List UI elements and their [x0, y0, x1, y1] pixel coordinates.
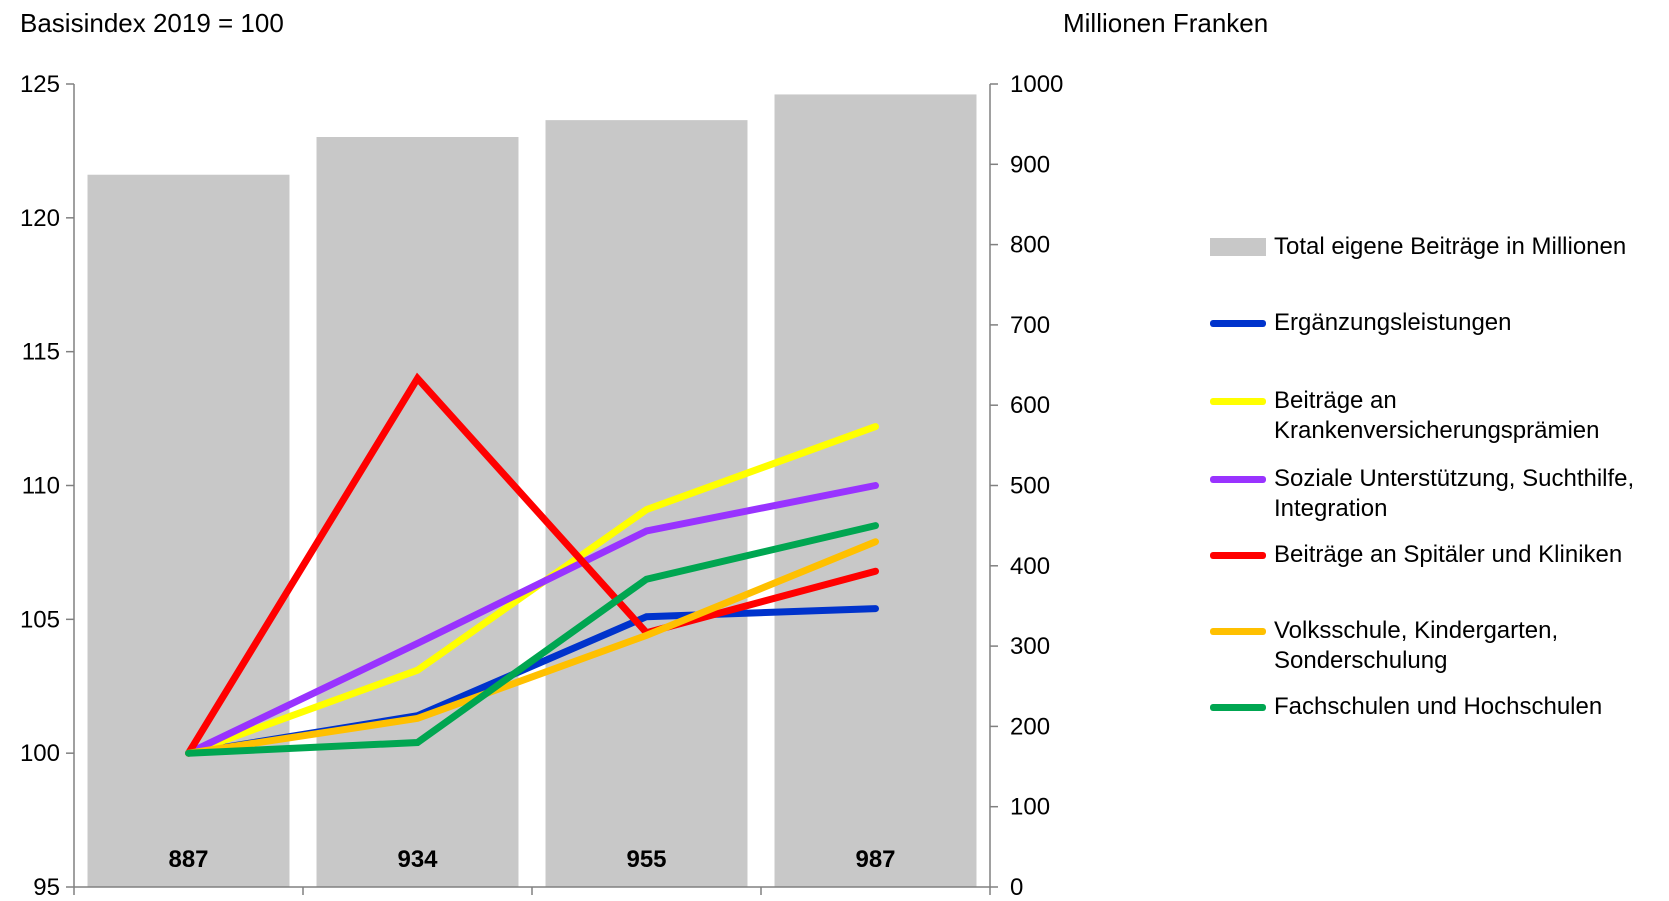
legend-label-volksschule: Volksschule, Kindergarten, Sonderschulun…: [1274, 617, 1559, 674]
legend-item-spitaeler: Beiträge an Spitäler und Kliniken: [1210, 540, 1664, 570]
right-tick-label: 0: [1010, 874, 1023, 901]
bar-2019: [87, 174, 290, 887]
legend-swatch-soziale-unterstuetzung: [1210, 476, 1266, 483]
bar-b-2022: [774, 94, 977, 887]
legend-swatch-total: [1210, 238, 1266, 256]
right-tick-label: 400: [1010, 553, 1050, 580]
left-tick-label: 110: [22, 473, 60, 500]
bar-value-label: 955: [626, 846, 666, 873]
legend-label-krankenversicherung: Beiträge an Krankenversicherungsprämien: [1274, 387, 1600, 444]
bar-value-label: 934: [397, 846, 438, 873]
series-line-fachschulen: [185, 522, 879, 757]
left-axis-title: Basisindex 2019 = 100: [20, 8, 284, 38]
legend-swatch-volksschule: [1210, 628, 1266, 635]
left-tick-label: 120: [20, 205, 60, 232]
legend-label-total: Total eigene Beiträge in Millionen: [1274, 233, 1627, 260]
legend-swatch-ergaenzungsleistungen: [1210, 320, 1266, 327]
bar-value-label: 887: [168, 846, 208, 873]
right-tick-label: 900: [1010, 151, 1050, 178]
left-tick-label: 105: [20, 606, 60, 633]
right-tick-label: 700: [1010, 312, 1050, 339]
bar-b-2021: [545, 120, 748, 887]
legend-swatch-spitaeler: [1210, 552, 1266, 559]
bar-2020: [316, 136, 519, 888]
right-tick-label: 500: [1010, 473, 1050, 500]
right-tick-label: 600: [1010, 392, 1050, 419]
legend-item-krankenversicherung: Beiträge an Krankenversicherungsprämien: [1210, 386, 1664, 446]
series-line-soziale: [185, 482, 879, 757]
right-tick-label: 1000: [1010, 71, 1063, 98]
right-tick-label: 100: [1010, 794, 1050, 821]
left-tick-label: 115: [22, 339, 60, 366]
right-tick-label: 200: [1010, 713, 1050, 740]
series-line-volksschule: [185, 538, 879, 757]
series-line-beiträge: [185, 372, 879, 757]
legend-item-volksschule: Volksschule, Kindergarten, Sonderschulun…: [1210, 616, 1664, 676]
legend-swatch-fachschulen: [1210, 704, 1266, 711]
legend-item-total: Total eigene Beiträge in Millionen: [1210, 232, 1664, 262]
right-tick-label: 800: [1010, 232, 1050, 259]
legend-item-soziale-unterstuetzung: Soziale Unterstützung, Suchthilfe, Integ…: [1210, 464, 1664, 524]
left-tick-label: 100: [20, 740, 60, 767]
left-tick-label: 95: [33, 874, 60, 901]
legend-label-soziale-unterstuetzung: Soziale Unterstützung, Suchthilfe, Integ…: [1274, 465, 1635, 522]
bar-value-label: 987: [855, 846, 895, 873]
legend-item-fachschulen: Fachschulen und Hochschulen: [1210, 692, 1664, 722]
legend-item-ergaenzungsleistungen: Ergänzungsleistungen: [1210, 308, 1664, 338]
legend-label-ergaenzungsleistungen: Ergänzungsleistungen: [1274, 309, 1512, 336]
legend-swatch-krankenversicherung: [1210, 398, 1266, 405]
right-tick-label: 300: [1010, 633, 1050, 660]
legend-label-fachschulen: Fachschulen und Hochschulen: [1274, 693, 1603, 720]
right-axis-title: Millionen Franken: [1063, 8, 1269, 38]
left-tick-label: 125: [20, 71, 60, 98]
legend-label-spitaeler: Beiträge an Spitäler und Kliniken: [1274, 541, 1623, 568]
legend: Total eigene Beiträge in Millionen Ergän…: [1210, 0, 1660, 901]
series-line-ergänzungsleistungen: [185, 605, 879, 757]
